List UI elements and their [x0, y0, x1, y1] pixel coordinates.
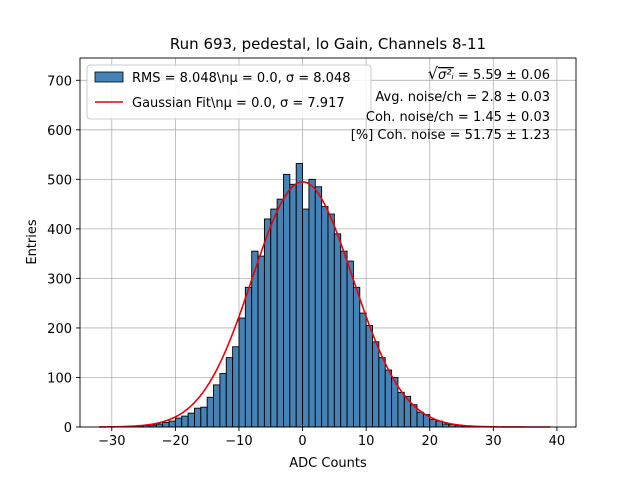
histogram-bar — [314, 186, 323, 428]
x-tick-label: 40 — [549, 434, 566, 449]
y-tick-label: 100 — [47, 371, 72, 386]
annotation-line-2: Avg. noise/ch = 2.8 ± 0.03 — [375, 90, 550, 105]
histogram-bar — [333, 233, 342, 428]
histogram-bar — [340, 250, 348, 428]
x-tick-label: −10 — [225, 434, 252, 449]
legend-label-histogram: RMS = 8.048\nμ = 0.0, σ = 8.048 — [132, 71, 350, 86]
y-tick-label: 600 — [47, 124, 72, 139]
histogram-bar — [302, 208, 310, 428]
y-axis-label: Entries — [25, 219, 40, 265]
histogram-bar — [232, 346, 240, 428]
legend-box — [86, 64, 372, 120]
histogram-bar — [200, 406, 208, 428]
histogram-bar — [225, 357, 234, 428]
histogram-bar — [162, 422, 170, 428]
histogram-bar — [365, 325, 373, 428]
legend-swatch-histogram — [94, 71, 124, 83]
histogram-bar — [283, 173, 291, 428]
annotation-box: √σ²ᵢ = 5.59 ± 0.06 Avg. noise/ch = 2.8 ±… — [351, 64, 550, 143]
histogram-bar — [308, 178, 316, 428]
x-tick-label: 30 — [485, 434, 502, 449]
histogram-bar — [238, 317, 246, 428]
x-tick-label: 20 — [421, 434, 438, 449]
histogram-bar — [168, 420, 176, 428]
annotation-line-4: [%] Coh. noise = 51.75 ± 1.23 — [351, 128, 550, 143]
histogram-bar — [181, 415, 189, 428]
y-tick-label: 300 — [47, 272, 72, 287]
annotation-line-1: √σ²ᵢ = 5.59 ± 0.06 — [428, 64, 550, 83]
histogram-bar — [327, 213, 335, 428]
histogram-bar — [194, 407, 202, 428]
x-tick-label: 0 — [298, 434, 306, 449]
histogram-bar — [346, 260, 354, 428]
histogram-bar — [429, 419, 437, 428]
histogram-bar — [244, 286, 253, 428]
x-axis-label: ADC Counts — [289, 456, 367, 471]
sigma-squared-symbol: σ²ᵢ — [438, 68, 454, 83]
histogram-bar — [397, 391, 405, 428]
legend-label-fit: Gaussian Fit\nμ = 0.0, σ = 7.917 — [132, 96, 345, 111]
gaussian-fit-curve — [99, 181, 551, 428]
histogram-bar — [378, 357, 386, 428]
histogram-bar — [187, 412, 195, 428]
annotation-line-1-value: = 5.59 ± 0.06 — [454, 68, 550, 83]
legend: RMS = 8.048\nμ = 0.0, σ = 8.048 Gaussian… — [86, 64, 372, 120]
y-tick-label: 700 — [47, 74, 72, 89]
x-tick-label: −20 — [162, 434, 189, 449]
histogram-bar — [372, 341, 380, 428]
histogram-bar — [174, 417, 183, 428]
histogram-bar — [352, 286, 361, 428]
histogram-bar — [416, 411, 424, 428]
histogram-bars — [124, 163, 482, 428]
histogram-bar — [295, 163, 304, 428]
annotation-line-3: Coh. noise/ch = 1.45 ± 0.03 — [366, 110, 550, 125]
y-tick-label: 500 — [47, 173, 72, 188]
histogram-bar — [206, 396, 214, 428]
histogram-bar — [276, 198, 284, 428]
histogram-bar — [270, 208, 278, 428]
chart-title: Run 693, pedestal, lo Gain, Channels 8-1… — [170, 35, 486, 53]
x-tick-label: 10 — [358, 434, 375, 449]
x-tick-label: −30 — [98, 434, 125, 449]
histogram-bar — [384, 369, 393, 428]
histogram-bar — [219, 373, 227, 428]
histogram-bar — [213, 384, 221, 428]
histogram-bar — [359, 312, 367, 428]
histogram-bar — [263, 218, 272, 428]
histogram-bar — [257, 255, 265, 428]
y-tick-label: 0 — [64, 421, 72, 436]
histogram-bar — [289, 183, 297, 428]
plot-frame — [79, 57, 577, 428]
histogram-bar — [321, 206, 329, 428]
y-tick-label: 200 — [47, 322, 72, 337]
y-tick-label: 400 — [47, 223, 72, 238]
sqrt-symbol: √ — [428, 64, 439, 83]
